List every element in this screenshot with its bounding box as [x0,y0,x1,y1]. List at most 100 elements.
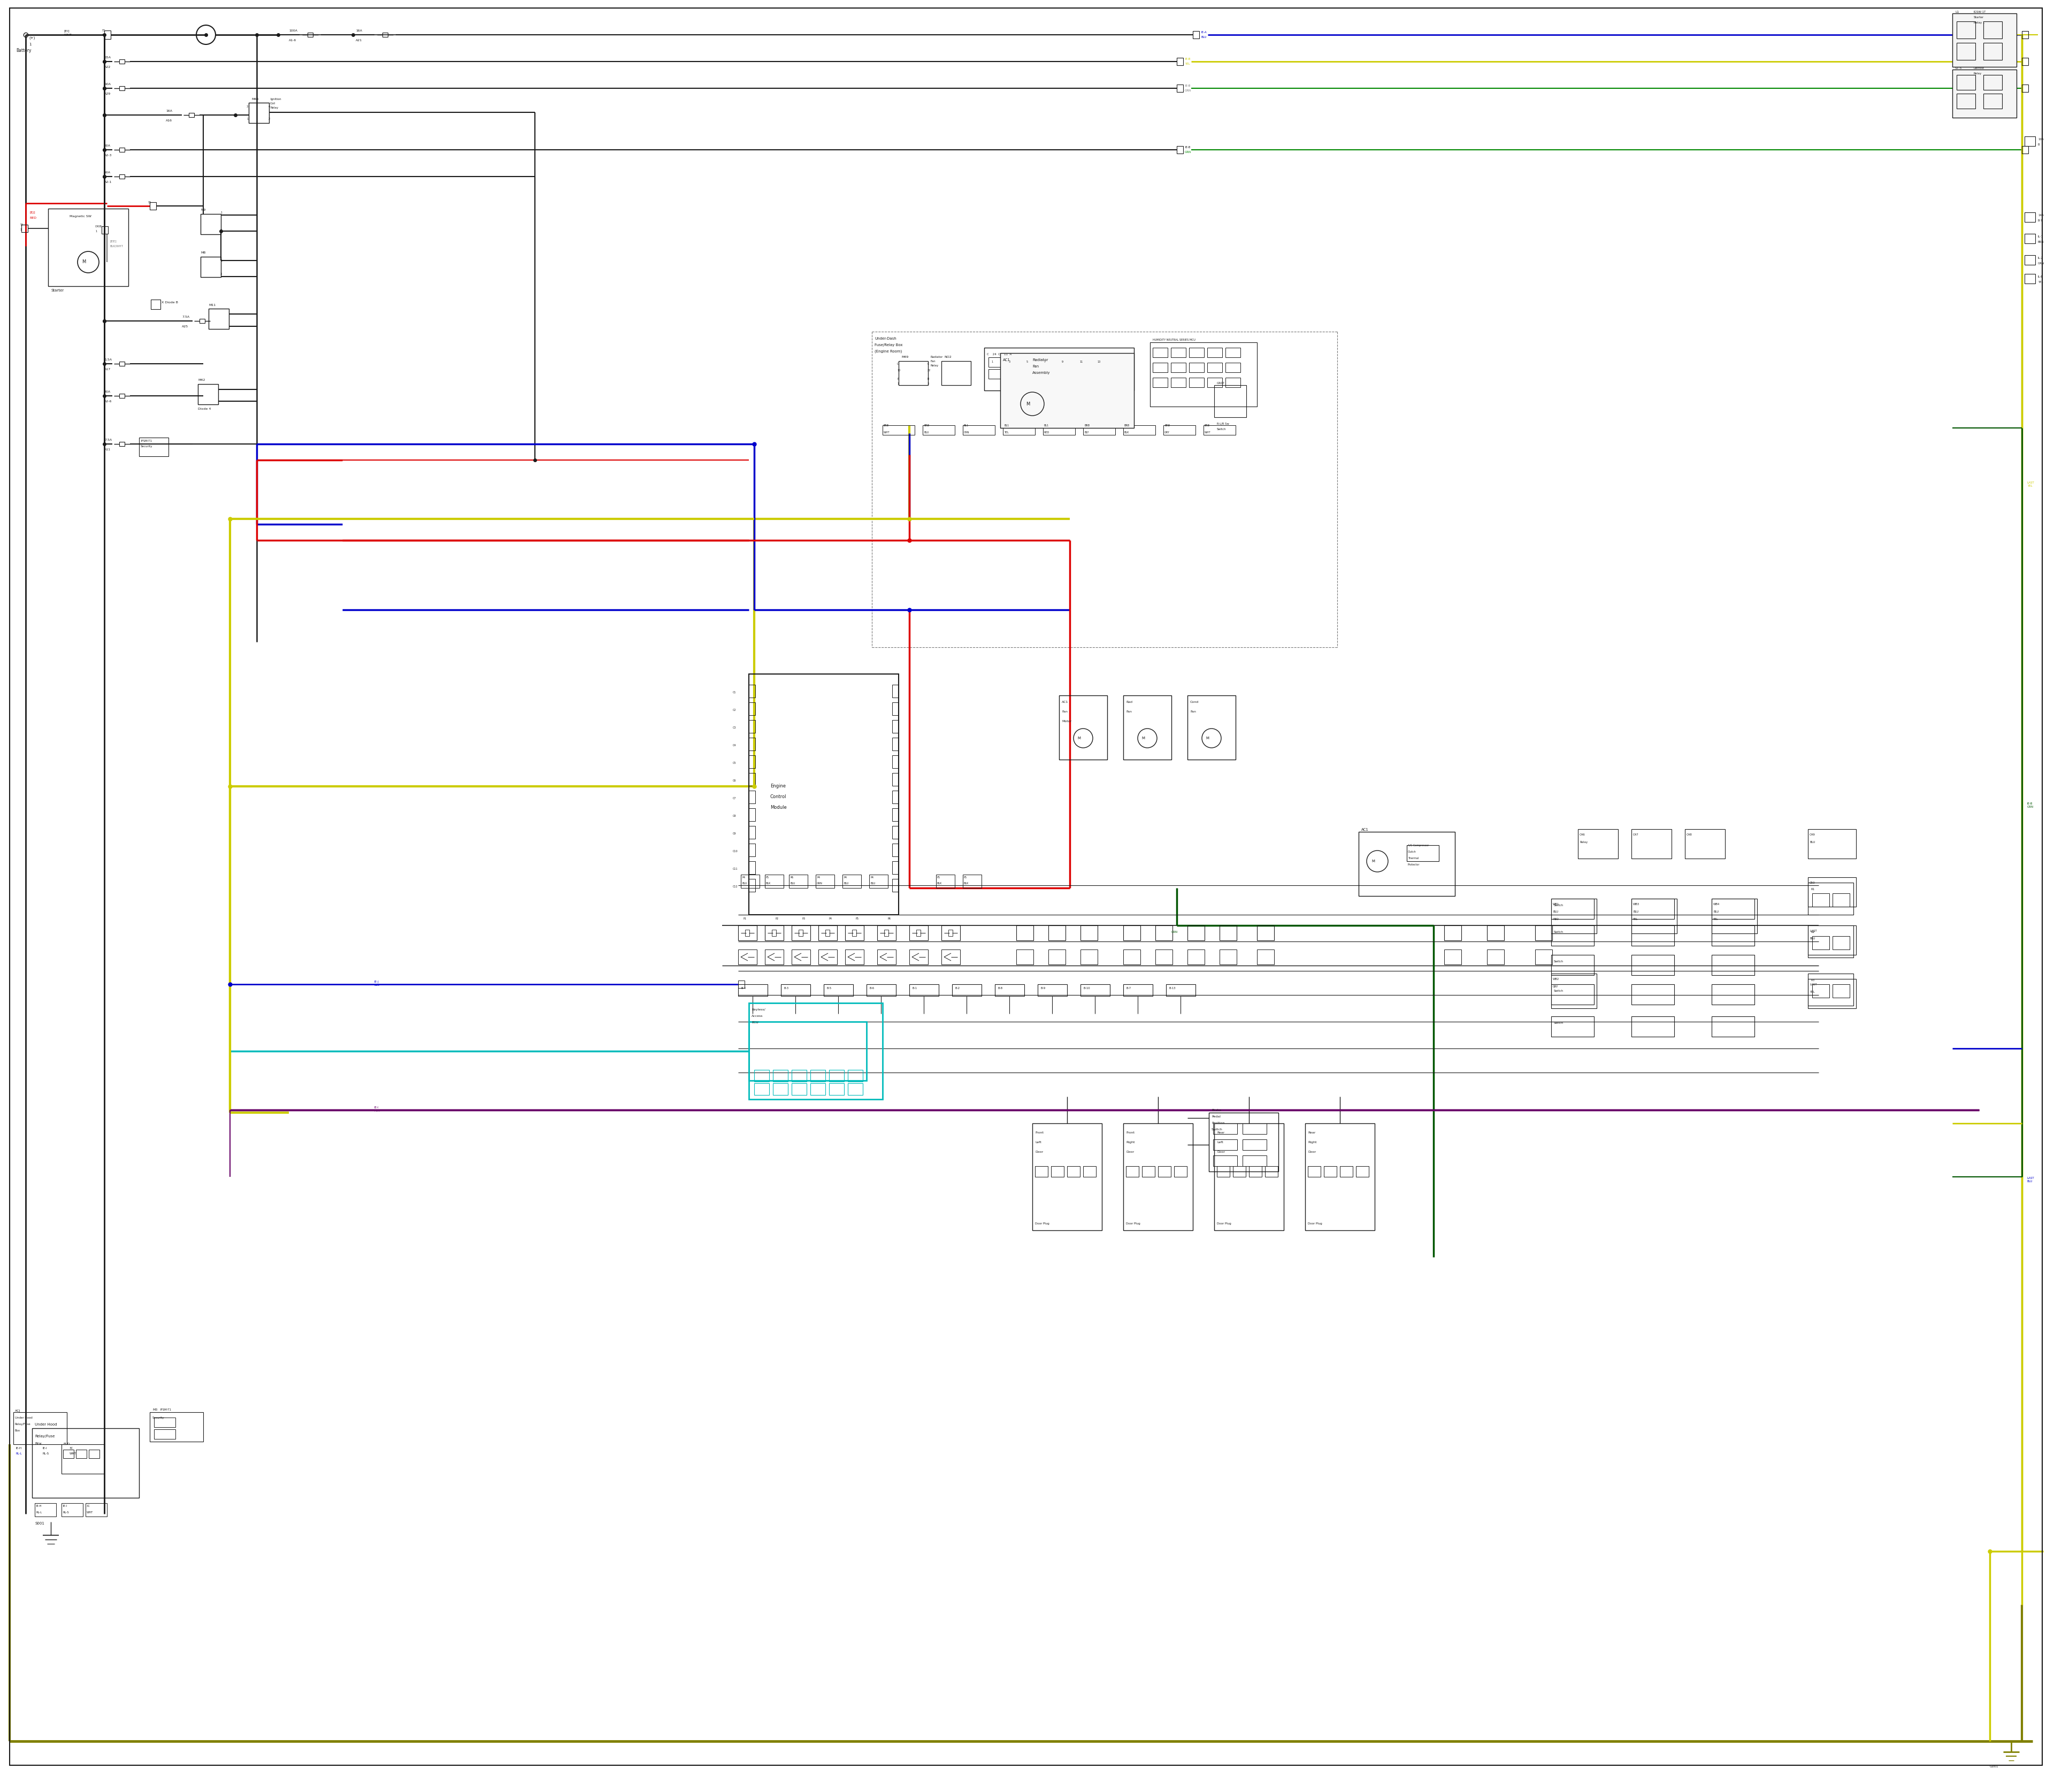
Bar [750,674,900,914]
Bar [750,772,756,787]
Bar [1631,898,1674,919]
Bar [1832,935,1851,950]
Bar [937,874,955,889]
Text: C3: C3 [733,726,735,729]
Text: M: M [82,260,86,265]
Bar [1534,950,1553,964]
Bar [64,1450,74,1459]
Text: Battery: Battery [16,48,31,54]
Bar [1124,425,1154,435]
Text: B-5: B-5 [826,987,832,989]
Bar [1444,925,1460,941]
Bar [953,984,982,996]
Text: BL1: BL1 [1043,425,1050,426]
Bar [891,702,900,715]
Bar [891,754,900,769]
Bar [830,1070,844,1082]
Text: Left: Left [1216,1142,1224,1143]
Text: IE-J
BLU: IE-J BLU [374,980,380,986]
Bar [189,113,195,116]
Bar [764,925,785,941]
Bar [984,348,1134,391]
Text: C9: C9 [733,831,735,835]
Bar [1812,894,1830,907]
Text: LAST
BLU: LAST BLU [2027,1177,2036,1183]
Bar [826,930,830,935]
Text: Position: Position [1212,1122,1224,1124]
Text: GR07: GR07 [1216,382,1224,385]
Text: Security: Security [140,444,152,448]
Text: 10A: 10A [2038,138,2044,142]
Text: BLU: BLU [1810,840,1816,844]
Text: RL-L: RL-L [16,1452,23,1455]
Bar [1984,22,2003,38]
Text: IE-H: IE-H [35,1505,41,1507]
Bar [1060,369,1074,378]
Bar [1082,1167,1097,1177]
Text: A2-1: A2-1 [105,181,113,183]
Text: WB4: WB4 [1713,903,1719,905]
Bar [1551,955,1594,975]
Text: BLU: BLU [1633,910,1639,914]
Bar [154,1430,175,1439]
Bar [1551,1016,1594,1038]
Text: 13: 13 [1097,360,1101,364]
Bar [891,738,900,751]
Text: Control: Control [770,794,787,799]
Bar [1257,925,1273,941]
Bar [963,425,994,435]
Text: (+): (+) [29,36,35,39]
Text: C7: C7 [733,797,735,799]
Text: 10: 10 [898,369,900,371]
Text: Radiator: Radiator [930,357,943,358]
Bar [1808,973,1853,1005]
Bar [1193,30,1200,38]
Text: IL-2: IL-2 [2038,256,2044,260]
Bar [1037,984,1068,996]
Bar [750,738,756,751]
Bar [799,930,803,935]
Text: WB3: WB3 [1633,903,1639,905]
Bar [14,1412,68,1444]
Bar [750,702,756,715]
Text: P2: P2 [776,918,778,919]
Text: P4: P4 [844,876,846,878]
Bar [750,878,756,892]
Text: P6: P6 [791,876,793,878]
Bar [140,437,168,457]
Text: Switch: Switch [1555,1021,1563,1025]
Text: NO2: NO2 [945,357,951,358]
Text: BLK: BLK [766,882,770,885]
Text: RED: RED [1043,432,1050,434]
Bar [910,950,928,964]
Bar [891,720,900,733]
Text: BRB: BRB [924,425,928,426]
Text: Defrost: Defrost [1974,66,1984,70]
Bar [1041,369,1056,378]
Text: Door: Door [1035,1150,1043,1154]
Text: ACJ: ACJ [14,1410,21,1412]
Bar [830,1082,844,1095]
Bar [1220,925,1237,941]
Bar [1171,378,1185,387]
Text: C49: C49 [1810,833,1816,837]
Bar [199,319,205,323]
Text: GRN: GRN [817,882,822,885]
Text: IE-I
PUR: IE-I PUR [374,1106,380,1113]
Text: Motor: Motor [1062,720,1072,722]
Bar [750,808,756,821]
Text: AC1: AC1 [1362,828,1368,831]
Text: BLK/WHT: BLK/WHT [109,244,123,247]
Text: Rad: Rad [1126,701,1132,704]
Text: Switch: Switch [1555,930,1563,934]
Text: [EE]: [EE] [109,240,117,242]
Bar [1150,342,1257,407]
Text: BRB: BRB [1085,425,1091,426]
Text: A21: A21 [355,39,362,41]
Text: Front: Front [1035,1131,1043,1134]
Text: Security: Security [152,1416,164,1419]
Text: LAST: LAST [1810,930,1818,932]
Text: LAST
YEL: LAST YEL [2027,482,2036,487]
Bar [1304,1124,1374,1231]
Text: YEL: YEL [1713,918,1719,921]
